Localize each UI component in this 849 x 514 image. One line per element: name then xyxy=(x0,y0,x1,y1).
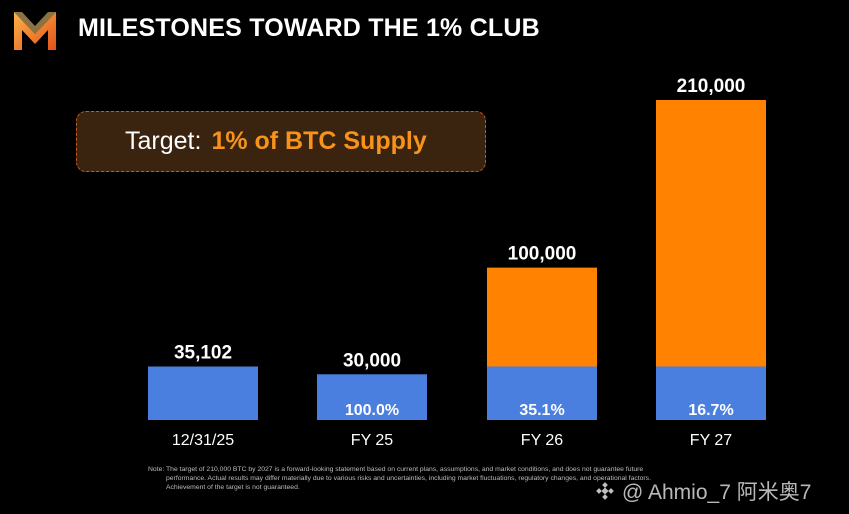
total-label: 210,000 xyxy=(677,76,746,97)
total-label: 35,102 xyxy=(174,343,232,364)
bar-percent-label: 16.7% xyxy=(688,402,733,419)
category-label: FY 26 xyxy=(521,432,564,449)
footnote: Note: The target of 210,000 BTC by 2027 … xyxy=(148,465,788,492)
page-title: MILESTONES TOWARD THE 1% CLUB xyxy=(78,14,540,42)
footnote-line-2: performance. Actual results may differ m… xyxy=(166,475,651,482)
bar-increment-3 xyxy=(487,267,597,367)
bar-percent-label: 100.0% xyxy=(345,402,399,419)
bar-base-3 xyxy=(487,366,597,420)
target-callout: Target: 1% of BTC Supply xyxy=(76,111,486,172)
m-logo-icon xyxy=(14,12,56,50)
bar-base-4 xyxy=(656,366,766,420)
target-label: Target: xyxy=(125,127,202,155)
binance-diamond-icon xyxy=(596,482,614,500)
footnote-line-1: Note: The target of 210,000 BTC by 2027 … xyxy=(148,466,644,473)
category-label: FY 27 xyxy=(690,432,733,449)
total-label: 100,000 xyxy=(508,244,577,265)
target-value: 1% of BTC Supply xyxy=(211,127,427,155)
total-label: 30,000 xyxy=(343,350,401,371)
bar-percent-label: 35.1% xyxy=(519,402,564,419)
category-label: FY 25 xyxy=(351,432,394,449)
bar-increment-4 xyxy=(656,100,766,367)
bar-base-2 xyxy=(317,374,427,420)
footnote-line-3: Achievement of the target is not guarant… xyxy=(166,484,300,491)
category-label: 12/31/25 xyxy=(172,432,234,449)
watermark: @ Ahmio_7 阿米奥7 xyxy=(594,476,811,506)
watermark-text: @ Ahmio_7 阿米奥7 xyxy=(622,481,812,504)
bar-base-1 xyxy=(148,366,258,420)
